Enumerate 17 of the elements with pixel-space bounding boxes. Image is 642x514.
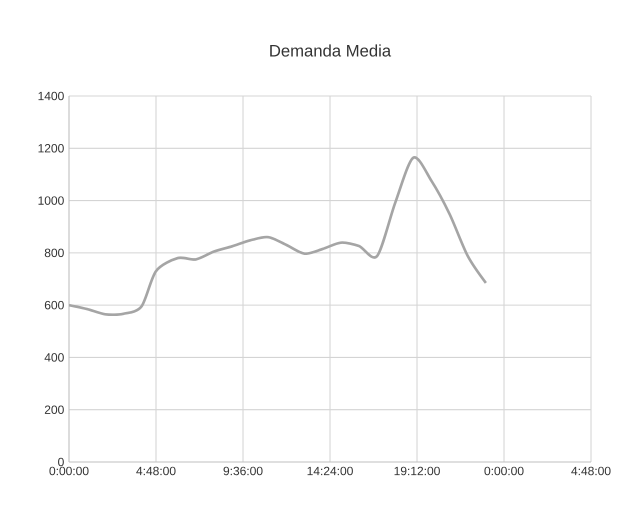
x-tick-label: 0:00:00 [484, 466, 524, 476]
y-tick-label: 800 [44, 248, 64, 258]
x-tick-label: 19:12:00 [394, 466, 440, 476]
x-tick-label: 4:48:00 [136, 466, 176, 476]
x-tick-label: 4:48:00 [571, 466, 611, 476]
y-tick-label: 1400 [38, 92, 64, 100]
x-tick-label: 0:00:00 [49, 466, 89, 476]
y-tick-label: 600 [44, 300, 64, 310]
y-tick-label: 200 [44, 405, 64, 414]
y-tick-label: 1200 [38, 144, 64, 153]
x-tick-label: 9:36:00 [224, 466, 263, 476]
y-tick-label: 400 [44, 353, 64, 362]
chart-title: Demanda Media [270, 44, 392, 57]
x-tick-label: 14:24:00 [308, 466, 353, 476]
y-tick-label: 1000 [38, 196, 64, 205]
line-series [69, 156, 488, 316]
y-tick-label: 0 [58, 458, 64, 466]
